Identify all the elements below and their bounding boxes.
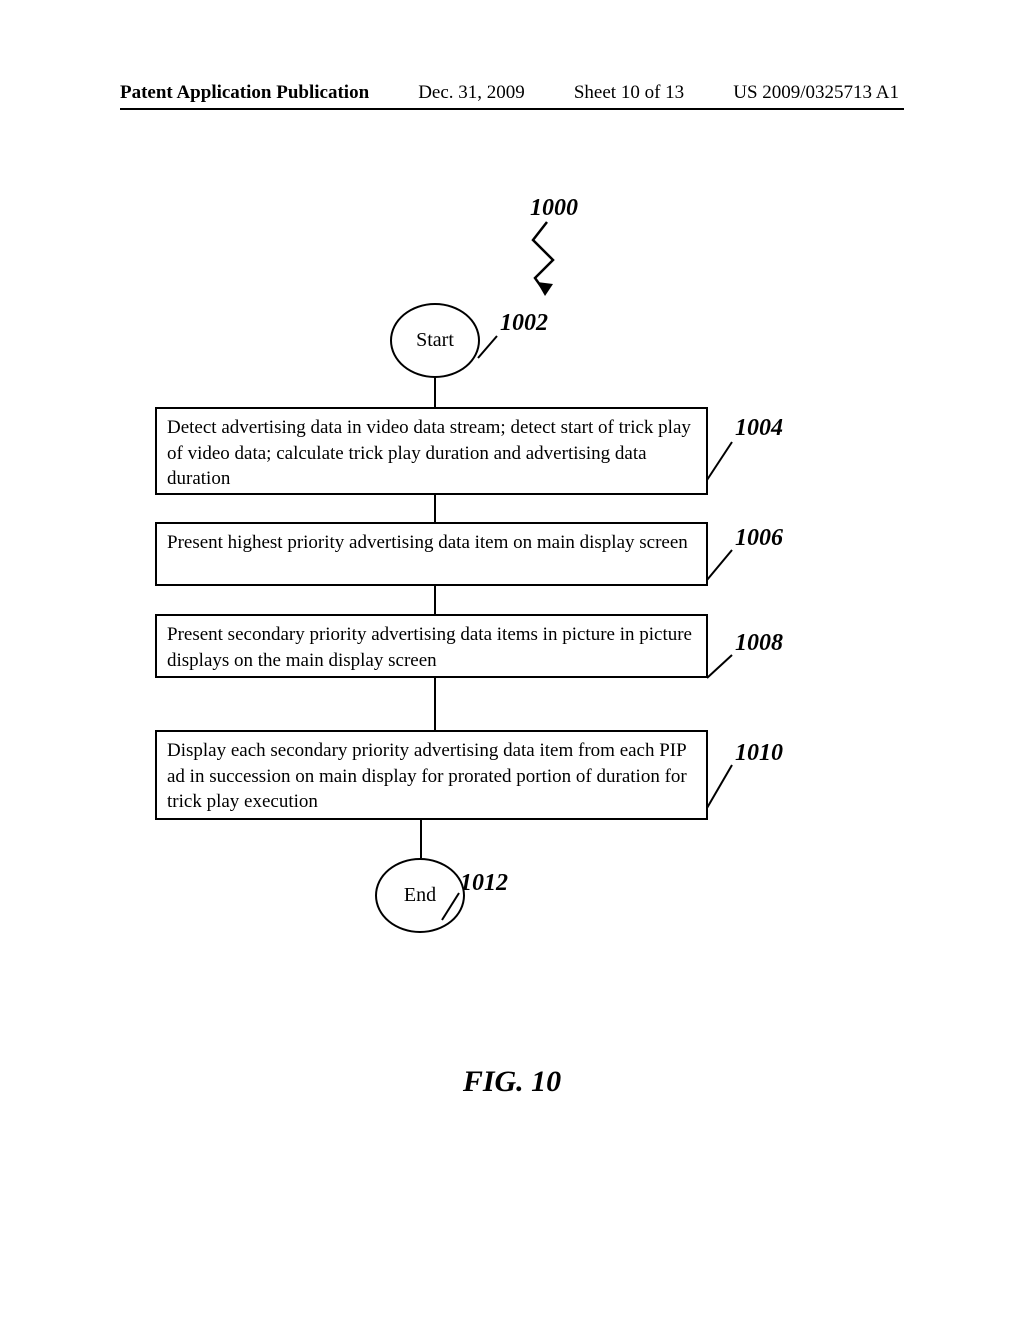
end-terminal: End: [375, 858, 465, 933]
figure-ref-1002: 1002: [500, 310, 548, 337]
publication-date: Dec. 31, 2009: [418, 82, 525, 104]
figure-ref-1006: 1006: [735, 525, 783, 552]
figure-ref-1010: 1010: [735, 740, 783, 767]
header-rule: [120, 108, 904, 110]
process-step-1004: Detect advertising data in video data st…: [155, 407, 708, 495]
connector: [434, 586, 436, 614]
figure-ref-1012: 1012: [460, 870, 508, 897]
process-text: Detect advertising data in video data st…: [167, 417, 691, 489]
process-text: Display each secondary priority advertis…: [167, 740, 687, 812]
page-header: Patent Application Publication Dec. 31, …: [0, 82, 1024, 104]
end-label: End: [404, 884, 436, 907]
process-step-1008: Present secondary priority advertising d…: [155, 614, 708, 678]
process-step-1010: Display each secondary priority advertis…: [155, 730, 708, 820]
process-text: Present secondary priority advertising d…: [167, 624, 692, 671]
start-label: Start: [416, 329, 454, 352]
figure-ref-1008: 1008: [735, 630, 783, 657]
start-terminal: Start: [390, 303, 480, 378]
figure-caption: FIG. 10: [0, 1065, 1024, 1099]
process-step-1006: Present highest priority advertising dat…: [155, 522, 708, 586]
figure-ref-1004: 1004: [735, 415, 783, 442]
publication-type: Patent Application Publication: [120, 82, 369, 104]
publication-number: US 2009/0325713 A1: [733, 82, 899, 104]
connector: [420, 820, 422, 858]
connector: [434, 495, 436, 522]
sheet-number: Sheet 10 of 13: [574, 82, 684, 104]
connector: [434, 678, 436, 730]
entry-arrow-icon: [525, 220, 565, 300]
process-text: Present highest priority advertising dat…: [167, 532, 688, 553]
figure-ref-1000: 1000: [530, 195, 578, 222]
connector: [434, 378, 436, 407]
